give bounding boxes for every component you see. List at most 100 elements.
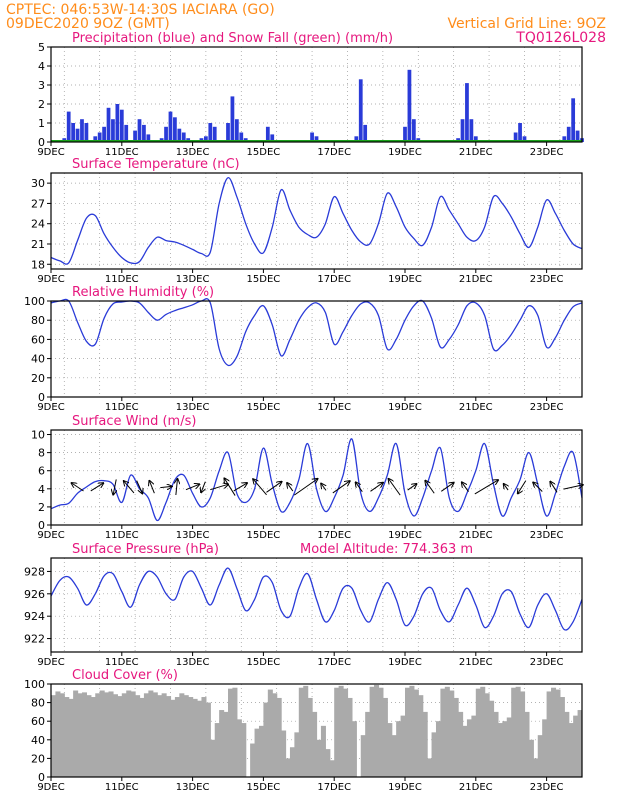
y-tick-label: 0 bbox=[38, 771, 45, 784]
cloud-bar bbox=[135, 695, 141, 777]
x-tick-label: 13DEC bbox=[176, 657, 210, 668]
cloud-bar bbox=[236, 719, 242, 777]
precip-bar bbox=[239, 132, 244, 142]
cloud-bar bbox=[152, 692, 158, 777]
precip-bar bbox=[102, 126, 106, 142]
wind-arrow bbox=[407, 484, 417, 491]
y-tick-label: 21 bbox=[31, 238, 45, 251]
x-tick-label: 11DEC bbox=[105, 530, 139, 541]
precip-bar bbox=[566, 126, 571, 142]
cloud-bar bbox=[559, 697, 565, 777]
wind-arrow bbox=[233, 483, 247, 492]
cloud-bar bbox=[338, 685, 344, 777]
cloud-bar bbox=[258, 725, 264, 777]
x-tick-label: 19DEC bbox=[388, 402, 422, 413]
x-tick-label: 11DEC bbox=[105, 147, 139, 158]
cloud-bar bbox=[418, 695, 424, 777]
precip-bar bbox=[310, 132, 314, 142]
cloud-bar bbox=[68, 698, 74, 777]
precip-bar bbox=[66, 111, 71, 142]
wind-panel: 0 2 4 6 8 10 9DEC 11DEC 13DEC 15DEC 17DEC 19DEC 21DE… bbox=[31, 414, 583, 541]
cloud-bar bbox=[568, 723, 574, 777]
wind-arrow bbox=[474, 480, 498, 495]
cloud-bar bbox=[73, 690, 79, 777]
y-tick-label: 2 bbox=[38, 501, 45, 514]
wind-arrow bbox=[113, 479, 116, 494]
precip-bar bbox=[142, 124, 146, 142]
cloud-bar bbox=[440, 688, 446, 777]
temperature-frame bbox=[50, 172, 583, 270]
cloud-bar bbox=[520, 691, 526, 777]
cloud-bar bbox=[99, 690, 105, 777]
cloud-bar bbox=[307, 697, 313, 777]
x-tick-label: 15DEC bbox=[247, 782, 281, 793]
cloud-bar bbox=[484, 693, 490, 777]
precip-bar bbox=[469, 119, 474, 142]
precip-bar bbox=[106, 107, 111, 142]
precip-panel: 0 1 2 3 4 5 9DEC 11DEC 13DEC 15DEC 17DEC 19DEC 21DEC… bbox=[37, 31, 584, 158]
cloud-bar bbox=[210, 739, 216, 777]
x-tick-label: 15DEC bbox=[247, 274, 281, 285]
x-tick-label: 9DEC bbox=[37, 530, 64, 541]
x-tick-label: 21DEC bbox=[459, 530, 493, 541]
precip-bar bbox=[473, 136, 478, 142]
cloud-bar bbox=[497, 723, 503, 777]
x-tick-label: 23DEC bbox=[530, 402, 564, 413]
cloud-bar bbox=[59, 693, 65, 777]
precip-bar bbox=[133, 130, 137, 142]
y-tick-label: 922 bbox=[24, 633, 45, 646]
wind-arrow bbox=[287, 483, 294, 492]
cloud-bar bbox=[104, 692, 110, 777]
cloud-bar bbox=[409, 685, 415, 777]
cloud-bar bbox=[126, 690, 132, 777]
precip-bar bbox=[177, 128, 182, 142]
x-tick-label: 19DEC bbox=[388, 657, 422, 668]
wind-arrow bbox=[149, 481, 155, 494]
wind-arrow bbox=[462, 482, 469, 492]
x-tick-label: 19DEC bbox=[388, 530, 422, 541]
y-tick-label: 3 bbox=[38, 79, 45, 92]
x-tick-label: 23DEC bbox=[530, 657, 564, 668]
cloud-bar bbox=[108, 691, 114, 777]
cloud-bar bbox=[431, 732, 437, 777]
humidity-panel: 0 20 40 60 80 100 9DEC 11DEC 13DEC 15DEC 17DEC 19DE… bbox=[24, 285, 583, 413]
y-tick-label: 926 bbox=[24, 588, 45, 601]
y-tick-label: 100 bbox=[24, 678, 45, 691]
precip-bar bbox=[460, 119, 465, 142]
cloud-bar bbox=[263, 702, 269, 777]
x-tick-label: 17DEC bbox=[317, 530, 351, 541]
precip-bar bbox=[75, 128, 80, 142]
precip-bar bbox=[119, 109, 124, 142]
x-tick-label: 17DEC bbox=[317, 274, 351, 285]
precip-bar bbox=[146, 134, 151, 142]
cloud-bar bbox=[77, 693, 83, 777]
y-tick-label: 10 bbox=[31, 429, 45, 442]
y-tick-label: 0 bbox=[38, 136, 45, 149]
cloud-bar bbox=[466, 719, 472, 777]
precip-bar bbox=[111, 119, 115, 142]
cloud-bar bbox=[515, 686, 521, 777]
cloud-bar bbox=[325, 749, 331, 777]
x-tick-label: 13DEC bbox=[176, 274, 210, 285]
wind-frame bbox=[50, 429, 583, 526]
cloud-bar bbox=[267, 689, 273, 777]
x-tick-label: 21DEC bbox=[459, 402, 493, 413]
cloud-bar bbox=[117, 696, 123, 777]
precip-bar bbox=[173, 117, 177, 142]
x-tick-label: 21DEC bbox=[459, 147, 493, 158]
cloud-bar bbox=[112, 694, 118, 777]
cloud-panel: 0 20 40 60 80 100 9DEC 11DEC 13DEC 15DEC 17DEC 19DE… bbox=[24, 668, 583, 793]
cloud-bar bbox=[528, 739, 534, 777]
precip-bar bbox=[181, 132, 186, 142]
precip-bar bbox=[84, 123, 89, 142]
x-tick-label: 21DEC bbox=[459, 657, 493, 668]
cloud-bar bbox=[374, 684, 380, 777]
x-tick-label: 9DEC bbox=[37, 782, 64, 793]
cloud-bar bbox=[316, 739, 322, 777]
wind-arrow bbox=[72, 483, 84, 492]
y-tick-label: 2 bbox=[38, 98, 45, 111]
precip-bar bbox=[358, 79, 363, 142]
y-tick-label: 60 bbox=[31, 333, 45, 346]
cloud-bar bbox=[511, 687, 517, 777]
wind-arrow bbox=[504, 484, 508, 491]
